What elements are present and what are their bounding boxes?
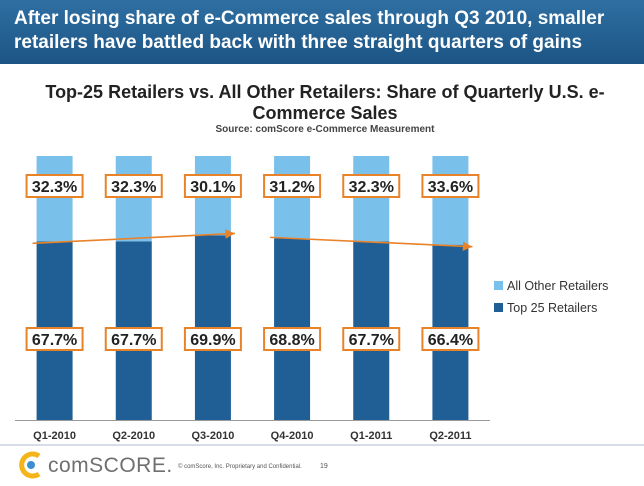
label-top25-Q2-2010: 67.7% [111, 332, 156, 349]
trend-arrow-decline [32, 229, 235, 245]
label-other-Q3-2010: 30.1% [190, 179, 235, 196]
x-tick-label-Q4-2010: Q4-2010 [271, 430, 314, 442]
label-top25-Q1-2011: 67.7% [349, 332, 394, 349]
label-top25-Q3-2010-box [183, 327, 242, 351]
legend-label-all-other-retailers: All Other Retailers [507, 279, 608, 293]
label-other-Q2-2011: 33.6% [428, 179, 473, 196]
label-other-Q1-2011: 32.3% [349, 179, 394, 196]
label-top25-Q3-2010: 69.9% [190, 332, 235, 349]
x-tick-label-Q3-2010: Q3-2010 [192, 430, 235, 442]
label-other-Q2-2010: 32.3% [111, 179, 156, 196]
logo-text: comSCORE. [48, 454, 173, 477]
footer-divider [0, 444, 644, 446]
label-top25-Q2-2011: 66.4% [428, 332, 473, 349]
label-other-Q1-2010: 32.3% [32, 179, 77, 196]
comscore-logo: comSCORE. [18, 450, 172, 480]
label-top25-Q1-2010-box [25, 327, 84, 351]
comscore-logo-icon [19, 451, 41, 479]
label-top25-Q4-2010-box [263, 327, 322, 351]
label-other-Q1-2010-box [25, 174, 84, 198]
label-other-Q3-2010-box [183, 174, 242, 198]
label-top25-Q1-2011-box [342, 327, 401, 351]
label-other-Q1-2011-box [342, 174, 401, 198]
label-other-Q2-2010-box [104, 174, 163, 198]
legend-label-top-25-retailers: Top 25 Retailers [507, 301, 597, 315]
bar-other-Q2-2011 [432, 156, 469, 245]
label-top25-Q4-2010: 68.8% [269, 332, 314, 349]
label-top25-Q2-2011-box [421, 327, 480, 351]
label-other-Q4-2010: 31.2% [269, 179, 314, 196]
bar-other-Q2-2010 [115, 156, 152, 242]
x-tick-label-Q2-2010: Q2-2010 [112, 430, 155, 442]
headline: After losing share of e-Commerce sales t… [14, 8, 605, 53]
x-tick-label-Q2-2011: Q2-2011 [429, 430, 471, 442]
x-tick-label-Q1-2011: Q1-2011 [350, 430, 392, 442]
label-other-Q4-2010-box [263, 174, 322, 198]
label-top25-Q1-2010: 67.7% [32, 332, 77, 349]
title-banner: After losing share of e-Commerce sales t… [0, 0, 644, 64]
page-number: 19 [320, 463, 328, 470]
trend-arrow-gain [270, 236, 473, 252]
legend-swatch-all-other-retailers [494, 281, 503, 290]
label-other-Q2-2011-box [421, 174, 480, 198]
bar-other-Q1-2010 [36, 156, 73, 242]
chart-subtitle: Source: comScore e-Commerce Measurement [215, 124, 435, 135]
bar-other-Q1-2011 [353, 156, 390, 242]
label-top25-Q2-2010-box [104, 327, 163, 351]
x-tick-label-Q1-2010: Q1-2010 [33, 430, 76, 442]
copyright-text: © comScore, Inc. Proprietary and Confide… [178, 464, 302, 470]
chart-title: Top-25 Retailers vs. All Other Retailers… [45, 82, 605, 123]
legend-swatch-top-25-retailers [494, 303, 503, 312]
